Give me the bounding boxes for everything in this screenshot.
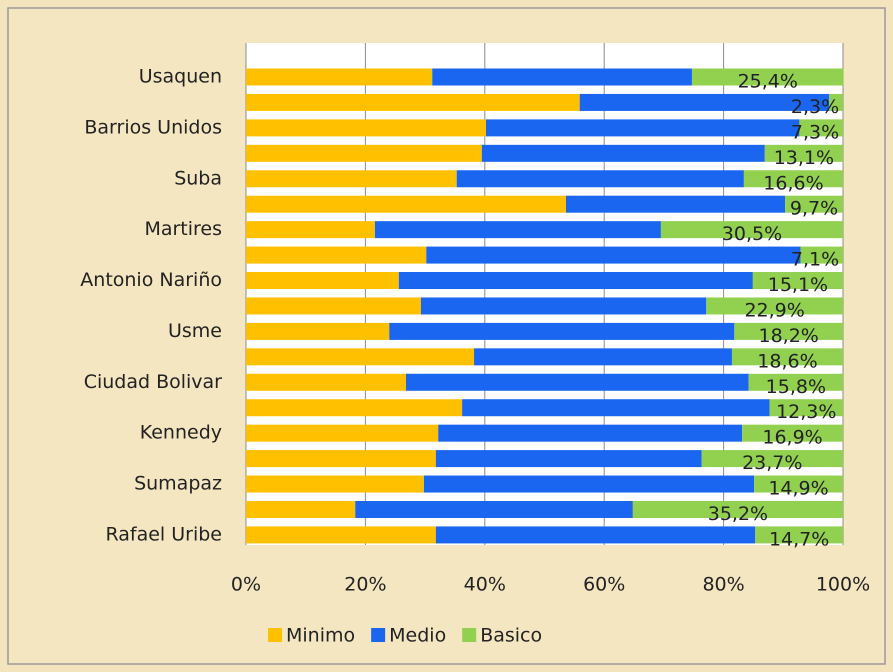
- bar-segment: [769, 399, 843, 417]
- bar-segment: [485, 119, 800, 137]
- bar-segment: [389, 322, 735, 340]
- bar-segment: [800, 246, 843, 264]
- y-tick-label: Barrios Unidos: [84, 116, 222, 138]
- bar-segment: [438, 424, 743, 442]
- bar-segment: [754, 475, 843, 493]
- data-label: 15,1%: [768, 274, 828, 296]
- y-tick-label: Kennedy: [140, 422, 222, 444]
- bar-segment: [246, 272, 399, 290]
- bar-segment: [829, 93, 843, 111]
- legend-label: Basico: [480, 625, 542, 647]
- bar-segment: [420, 297, 707, 315]
- bar-segment: [660, 221, 843, 239]
- bar-segment: [706, 297, 843, 315]
- bar-segment: [398, 272, 753, 290]
- x-tick-label: 20%: [344, 574, 386, 596]
- bar-segment: [481, 144, 765, 162]
- bar-segment: [246, 348, 475, 366]
- bar-segment: [246, 119, 486, 137]
- x-tick-label: 100%: [816, 574, 870, 596]
- data-label: 14,9%: [768, 478, 828, 500]
- bar-segment: [435, 526, 756, 544]
- legend-label: Minimo: [286, 625, 355, 647]
- bar-segment: [701, 450, 843, 468]
- legend-swatch: [462, 628, 477, 642]
- bar-segment: [755, 526, 843, 544]
- bar-segment: [748, 373, 843, 391]
- bar-segment: [764, 144, 843, 162]
- data-label: 9,7%: [790, 198, 838, 220]
- data-label: 14,7%: [769, 528, 829, 550]
- data-label: 12,3%: [776, 401, 836, 423]
- bar-segment: [565, 195, 786, 213]
- bar-segment: [246, 144, 482, 162]
- bar-segment: [246, 373, 406, 391]
- bar-segment: [423, 475, 755, 493]
- bar-segment: [246, 246, 427, 264]
- bar-segment: [374, 221, 661, 239]
- bar-segment: [246, 322, 390, 340]
- x-tick-label: 0%: [231, 574, 261, 596]
- bar-segment: [246, 221, 375, 239]
- bar-segment: [426, 246, 801, 264]
- bar-segment: [474, 348, 732, 366]
- data-label: 35,2%: [708, 503, 768, 525]
- y-tick-label: Usaquen: [139, 66, 222, 88]
- data-label: 13,1%: [774, 147, 834, 169]
- data-label: 16,6%: [763, 172, 823, 194]
- bar-segment: [246, 500, 356, 518]
- y-tick-label: Ciudad Bolivar: [84, 371, 222, 393]
- bar-segment: [432, 68, 692, 86]
- y-tick-label: Rafael Uribe: [105, 523, 222, 545]
- bar-segment: [456, 170, 744, 188]
- bar-segment: [246, 195, 566, 213]
- bar-segment: [579, 93, 830, 111]
- data-label: 30,5%: [722, 223, 782, 245]
- bar-segment: [785, 195, 843, 213]
- bar-segment: [246, 297, 421, 315]
- data-label: 16,9%: [762, 427, 822, 449]
- y-tick-label: Usme: [168, 320, 222, 342]
- y-tick-label: Sumapaz: [134, 473, 222, 495]
- data-label: 18,6%: [757, 350, 817, 372]
- legend-swatch: [268, 628, 282, 642]
- bar-segment: [355, 500, 633, 518]
- x-tick-label: 40%: [464, 574, 506, 596]
- data-label: 7,1%: [791, 249, 839, 271]
- bar-segment: [246, 475, 424, 493]
- bar-segment: [742, 424, 843, 442]
- bar-segment: [799, 119, 843, 137]
- bar-segment: [743, 170, 843, 188]
- bar-segment: [405, 373, 749, 391]
- data-label: 15,8%: [766, 376, 826, 398]
- x-tick-label: 60%: [583, 574, 625, 596]
- bar-segment: [246, 170, 457, 188]
- bar-segment: [752, 272, 843, 290]
- bar-segment: [246, 526, 436, 544]
- bar-segment: [246, 93, 580, 111]
- bar-segment: [734, 322, 843, 340]
- data-label: 25,4%: [738, 71, 798, 93]
- bar-segment: [246, 424, 439, 442]
- data-label: 22,9%: [744, 299, 804, 321]
- bar-segment: [435, 450, 702, 468]
- y-tick-label: Martires: [144, 218, 222, 240]
- data-label: 23,7%: [742, 452, 802, 474]
- bar-segment: [462, 399, 770, 417]
- bar-segment: [691, 68, 844, 86]
- x-tick-label: 80%: [702, 574, 744, 596]
- data-label: 2,3%: [791, 96, 839, 118]
- bar-segment: [632, 500, 843, 518]
- bar-segment: [246, 450, 436, 468]
- data-label: 7,3%: [791, 121, 839, 143]
- data-label: 18,2%: [758, 325, 818, 347]
- bar-segment: [246, 68, 433, 86]
- bar-segment: [246, 399, 463, 417]
- y-tick-label: Suba: [174, 167, 222, 189]
- y-tick-label: Antonio Nariño: [80, 269, 222, 291]
- legend-swatch: [371, 628, 386, 642]
- bar-segment: [731, 348, 843, 366]
- legend-label: Medio: [389, 625, 446, 647]
